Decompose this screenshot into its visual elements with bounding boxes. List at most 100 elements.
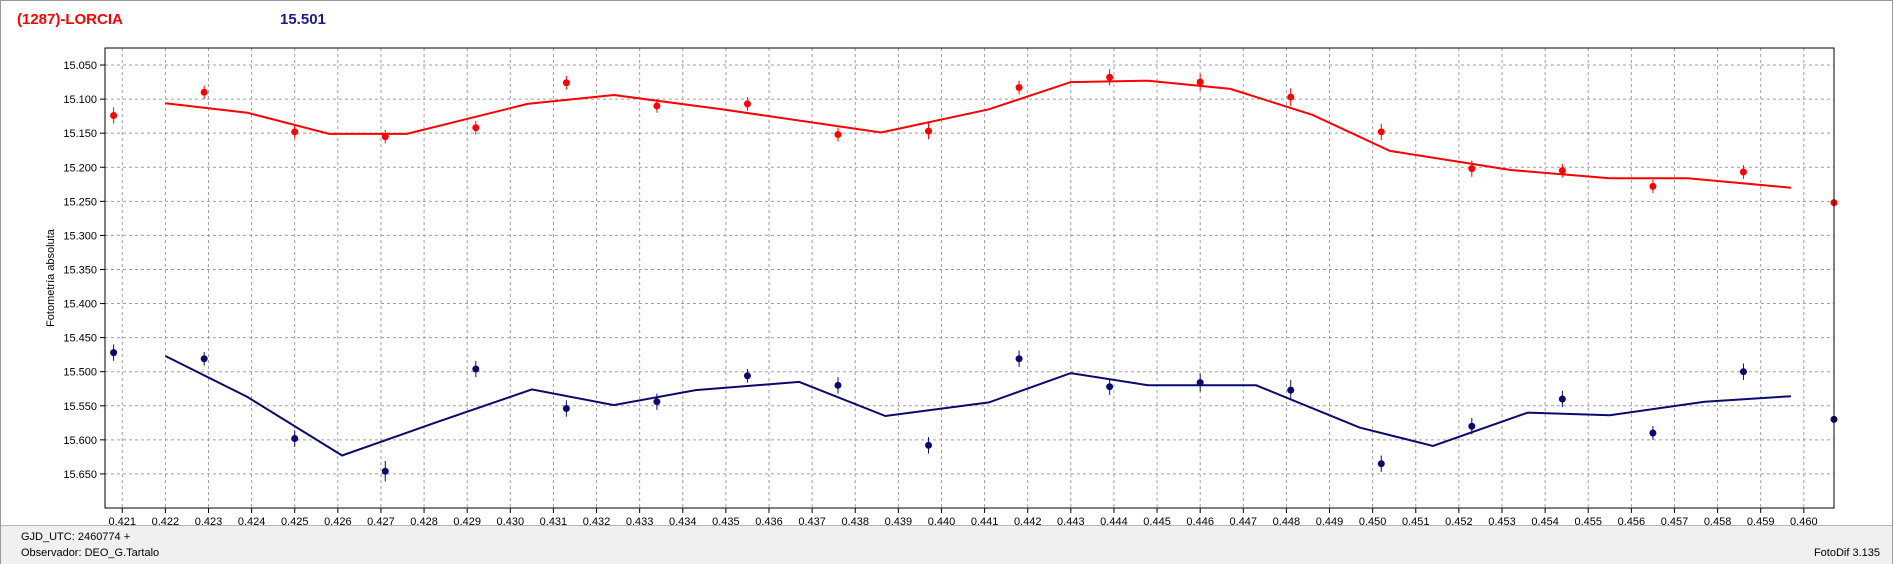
data-point-bottom <box>1196 379 1204 387</box>
x-tick-label: 0.434 <box>669 516 697 525</box>
x-tick-label: 0.442 <box>1014 516 1042 525</box>
x-tick-label: 0.421 <box>108 516 136 525</box>
x-tick-label: 0.427 <box>367 516 395 525</box>
data-point-bottom <box>925 441 933 449</box>
data-point-bottom <box>1468 422 1476 430</box>
y-axis-title: Fotometría absoluta <box>45 228 57 327</box>
data-point-top <box>1377 128 1385 136</box>
julian-date-label: GJD_UTC: 2460774 + <box>21 531 131 543</box>
data-point-top <box>1196 78 1204 86</box>
data-point-top <box>472 124 480 132</box>
footer-bar: GJD_UTC: 2460774 + Observador: DEO_G.Tar… <box>1 525 1892 564</box>
grid-lines <box>105 48 1834 508</box>
x-tick-label: 0.439 <box>885 516 913 525</box>
y-tick-label: 15.100 <box>63 94 97 106</box>
x-tick-label: 0.425 <box>281 516 309 525</box>
x-tick-label: 0.450 <box>1359 516 1387 525</box>
x-tick-label: 0.422 <box>152 516 180 525</box>
y-tick-label: 15.600 <box>63 435 97 447</box>
data-point-bottom <box>291 434 299 442</box>
y-tick-label: 15.250 <box>63 196 97 208</box>
x-tick-label: 0.424 <box>238 516 266 525</box>
x-tick-label: 0.459 <box>1747 516 1775 525</box>
data-point-bottom <box>1558 395 1566 403</box>
x-tick-label: 0.432 <box>583 516 611 525</box>
data-point-bottom <box>472 365 480 373</box>
x-tick-label: 0.435 <box>712 516 740 525</box>
data-point-bottom <box>1739 368 1747 376</box>
fit-line-top <box>165 79 1791 189</box>
data-point-top <box>381 133 389 141</box>
x-tick-label: 0.460 <box>1790 516 1818 525</box>
x-tick-label: 0.423 <box>195 516 223 525</box>
y-tick-label: 15.050 <box>63 60 97 72</box>
x-axis-ticks: 0.421 0.422 0.423 0.424 0.425 0.426 0.427 0.428… <box>108 508 1818 525</box>
y-axis-ticks: 15.050 15.100 15.150 15.200 15.250 15.300 15.3… <box>63 60 105 481</box>
x-tick-label: 0.431 <box>540 516 568 525</box>
y-tick-label: 15.650 <box>63 469 97 481</box>
x-tick-label: 0.440 <box>928 516 956 525</box>
data-point-top <box>1468 165 1476 173</box>
x-tick-label: 0.443 <box>1057 516 1085 525</box>
data-point-top <box>653 102 661 110</box>
data-point-bottom <box>562 405 570 413</box>
plot-area-background <box>105 48 1834 508</box>
data-point-top <box>1649 182 1657 190</box>
data-point-bottom <box>200 355 208 363</box>
data-point-bottom <box>1649 429 1657 437</box>
x-tick-label: 0.455 <box>1574 516 1602 525</box>
x-tick-label: 0.453 <box>1488 516 1516 525</box>
data-point-bottom <box>653 398 661 406</box>
magnitude-value: 15.501 <box>280 11 326 28</box>
x-tick-label: 0.452 <box>1445 516 1473 525</box>
x-tick-label: 0.429 <box>453 516 481 525</box>
data-points <box>110 69 1838 482</box>
data-point-top <box>291 128 299 136</box>
data-point-bottom <box>1106 383 1114 391</box>
data-point-top <box>1015 84 1023 92</box>
x-tick-label: 0.446 <box>1186 516 1214 525</box>
data-point-top <box>1558 167 1566 175</box>
data-point-top <box>1106 73 1114 81</box>
y-tick-label: 15.350 <box>63 264 97 276</box>
data-point-bottom <box>834 381 842 389</box>
x-tick-label: 0.457 <box>1661 516 1689 525</box>
x-tick-label: 0.433 <box>626 516 654 525</box>
x-tick-label: 0.437 <box>798 516 826 525</box>
data-point-top <box>834 131 842 139</box>
x-tick-label: 0.445 <box>1143 516 1171 525</box>
data-point-top <box>562 79 570 87</box>
x-tick-label: 0.428 <box>410 516 438 525</box>
object-name: (1287)-LORCIA <box>17 11 123 28</box>
y-tick-label: 15.550 <box>63 401 97 413</box>
y-tick-label: 15.400 <box>63 299 97 311</box>
x-tick-label: 0.454 <box>1531 516 1559 525</box>
data-point-bottom <box>381 467 389 475</box>
y-tick-label: 15.500 <box>63 367 97 379</box>
data-point-top <box>200 88 208 96</box>
data-point-bottom <box>1015 355 1023 363</box>
data-point-top <box>1287 93 1295 101</box>
software-version-label: FotoDif 3.135 <box>1813 547 1880 559</box>
data-point-bottom <box>1377 460 1385 468</box>
light-curve-chart: 15.050 15.100 15.150 15.200 15.250 15.300 15.3… <box>45 47 1838 525</box>
y-tick-label: 15.300 <box>63 230 97 242</box>
x-tick-label: 0.438 <box>841 516 869 525</box>
y-tick-label: 15.450 <box>63 333 97 345</box>
x-tick-label: 0.449 <box>1316 516 1344 525</box>
x-tick-label: 0.448 <box>1273 516 1301 525</box>
y-tick-label: 15.200 <box>63 162 97 174</box>
data-point-top <box>1739 168 1747 176</box>
fit-curves <box>164 79 1791 457</box>
x-tick-label: 0.436 <box>755 516 783 525</box>
plot-area-border <box>104 47 1835 509</box>
data-point-bottom <box>1287 386 1295 394</box>
observer-label: Observador: DEO_G.Tartalo <box>21 547 160 559</box>
data-point-bottom <box>743 372 751 380</box>
x-tick-label: 0.451 <box>1402 516 1430 525</box>
data-point-top <box>743 100 751 108</box>
data-point-top <box>110 111 118 119</box>
data-point-top <box>925 127 933 135</box>
y-tick-label: 15.150 <box>63 128 97 140</box>
